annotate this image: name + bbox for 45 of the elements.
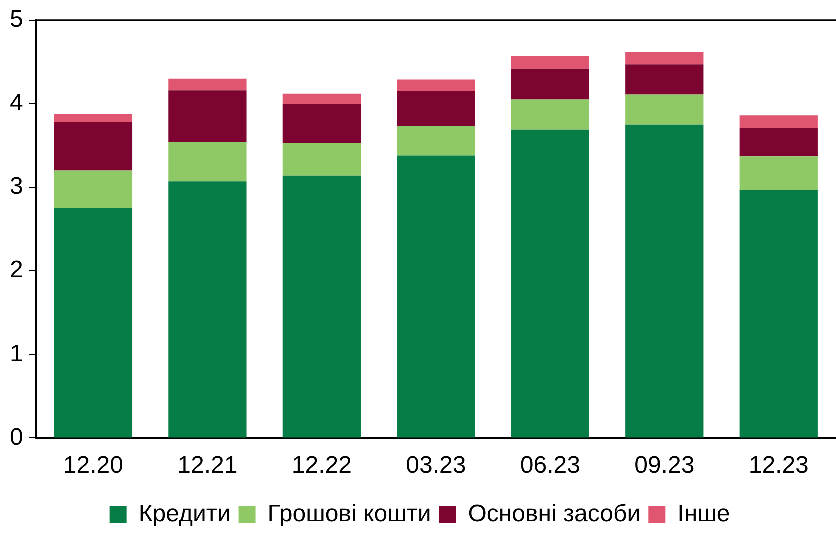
bar [740,128,818,157]
bar [54,208,133,438]
bar [54,170,133,208]
bar [626,64,704,95]
bar [54,114,133,122]
y-tick-label: 4 [10,90,24,117]
x-tick-label: 12.23 [748,452,809,480]
bar [54,122,133,171]
bar [282,143,362,176]
bar [397,91,476,127]
y-tick-label: 2 [10,256,24,284]
bar [740,156,818,190]
bar [397,80,476,92]
x-tick-label: 12.21 [178,452,238,480]
bar [740,190,818,438]
x-tick-label: 09.23 [634,452,695,480]
bar [740,116,818,128]
x-tick-label: 12.20 [63,452,124,480]
y-tick-label: 1 [10,340,24,368]
bar [511,130,590,438]
bar [511,68,590,100]
bar [168,78,247,91]
x-tick-label: 12.22 [292,452,352,480]
bar [282,176,362,438]
bar [626,124,704,438]
bar [397,156,476,438]
bar [168,142,247,182]
legend-label: Інше [678,500,730,528]
bar [626,94,704,125]
bar [168,182,247,438]
legend-label: Основні засоби [468,500,641,528]
y-tick-label: 0 [10,424,24,451]
bar [282,104,362,144]
y-tick-label: 3 [10,173,24,200]
bar [397,126,476,156]
x-tick-label: 06.23 [520,452,580,480]
bar [511,100,590,130]
bar [511,56,590,69]
bar [168,90,247,142]
legend-label: Кредити [138,500,231,528]
legend-label: Грошові кошти [268,500,432,528]
x-tick-label: 03.23 [406,452,466,480]
y-tick-label: 5 [10,6,24,34]
bar [282,94,362,104]
bar [626,52,704,65]
